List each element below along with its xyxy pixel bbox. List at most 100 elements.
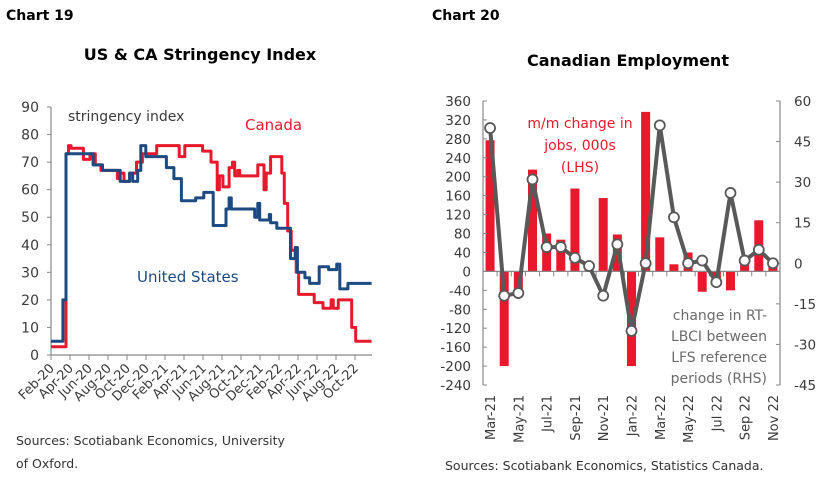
legend-canada: Canada [245, 116, 302, 134]
bar-Mar-21 [485, 140, 495, 272]
x-tick-label: Mar-22 [654, 395, 669, 440]
series-line-canada [51, 144, 372, 349]
chart-20: Chart 20 Canadian Employment 360 320 280 24… [432, 8, 816, 473]
x-tick-label: Nov 22 [767, 395, 782, 441]
left-y-tick-label: 320 [445, 113, 471, 129]
y-tick-label: 90 [21, 100, 39, 116]
y-tick-label: 70 [21, 155, 39, 171]
bar-label-line-1: m/m change in [527, 116, 632, 132]
y-tick-label: 20 [21, 293, 39, 309]
bar-series-label: m/m change in jobs, 000s (LHS) [527, 116, 632, 176]
y-tick-label: 40 [21, 238, 39, 254]
point-Nov-22 [767, 257, 779, 270]
point-Oct-21 [583, 260, 595, 272]
point-Aug-22 [724, 187, 737, 199]
bar-Apr-21 [499, 271, 509, 367]
line-series-label: change in RT- LBCI between LFS reference… [671, 308, 767, 387]
left-y-tick-label: 160 [445, 189, 471, 205]
point-Mar-21 [484, 122, 496, 134]
left-y-tick-label: -40 [449, 283, 471, 299]
bar-label-line-2: jobs, 000s [543, 138, 616, 154]
bar-Aug-21 [556, 239, 566, 272]
right-y-tick-label: 15 [794, 216, 811, 232]
left-y-tick-label: -240 [440, 378, 471, 394]
chart-20-line [484, 119, 779, 337]
y-tick-label: 60 [21, 183, 39, 199]
point-Mar-22 [653, 119, 666, 132]
point-Sep-21 [569, 251, 581, 264]
right-y-tick-label: 30 [794, 175, 811, 191]
point-Dec-21 [611, 238, 624, 251]
chart-19-plot [51, 144, 372, 349]
y-tick-label: 80 [21, 128, 39, 144]
left-y-tick-label: -160 [440, 340, 471, 356]
point-Apr-21 [498, 289, 511, 302]
point-Apr-22 [668, 211, 680, 224]
y-tick-label: 30 [21, 265, 39, 281]
left-y-tick-label: 360 [445, 94, 471, 110]
point-Jul-21 [540, 241, 553, 253]
y-tick-label: 0 [30, 348, 39, 364]
bar-label-line-3: (LHS) [561, 160, 599, 176]
line-label-line-2: LBCI between [671, 329, 767, 345]
point-Nov-21 [597, 289, 610, 302]
line-label-line-1: change in RT- [673, 308, 767, 324]
right-y-tick-label: 0 [794, 256, 803, 272]
y-tick-label: 10 [21, 320, 39, 336]
left-y-tick-label: 80 [454, 227, 471, 243]
bar-Apr-22 [669, 264, 679, 272]
right-y-tick-label: -45 [794, 378, 816, 394]
right-y-tick-label: 60 [794, 94, 811, 110]
series-line-united-states [51, 144, 372, 343]
point-Jan-22 [625, 325, 638, 337]
line-label-line-4: periods (RHS) [671, 371, 767, 387]
bar-Jun-22 [697, 271, 707, 292]
right-y-tick-label: -15 [794, 297, 816, 313]
chart-19-header: Chart 19 [6, 8, 74, 24]
left-y-tick-label: 0 [462, 264, 471, 280]
legend-united-states: United States [137, 268, 239, 286]
left-y-tick-label: 240 [445, 151, 471, 167]
chart-20-axes: 360 320 280 240 200 160 120 80 40 0 -40 -80 -120 -160… [440, 94, 816, 443]
point-Sep-22 [738, 254, 751, 267]
chart-19-source-line-2: of Oxford. [16, 456, 78, 471]
bar-Sep-21 [570, 188, 580, 272]
chart-19: Chart 19 US & CA Stringency Index 0 10 20 3… [6, 8, 372, 471]
y-tick-label: 50 [21, 210, 39, 226]
point-Feb-22 [639, 257, 652, 270]
x-tick-label: Jul-21 [541, 395, 556, 433]
point-Jun-22 [696, 254, 709, 267]
x-tick-label: Mar-21 [484, 395, 499, 440]
left-y-tick-label: -200 [440, 359, 471, 375]
x-tick-label: May-21 [512, 395, 527, 443]
point-May-22 [682, 257, 694, 270]
bar-Nov-21 [598, 198, 608, 272]
bar-Aug-22 [726, 271, 735, 291]
x-tick-label: Jan-22 [626, 395, 641, 437]
left-y-tick-label: 280 [445, 132, 471, 148]
x-tick-label: May-22 [682, 395, 697, 443]
bar-Feb-22 [641, 111, 651, 272]
x-tick-label: Sep 22 [739, 395, 754, 440]
bar-Mar-22 [655, 237, 665, 272]
line-label-line-3: LFS reference [671, 350, 767, 366]
left-y-tick-label: 120 [445, 208, 471, 224]
y-axis-label: stringency index [68, 109, 184, 125]
right-y-tick-label: -30 [794, 337, 816, 353]
point-Jun-21 [526, 173, 539, 186]
chart-19-title: US & CA Stringency Index [84, 45, 317, 64]
right-y-tick-label: 45 [794, 135, 811, 151]
x-tick-label: Sep-21 [569, 395, 584, 441]
left-y-tick-label: 40 [454, 245, 471, 261]
x-tick-label: Nov-21 [597, 395, 612, 441]
point-Jul-22 [710, 276, 723, 289]
left-y-tick-label: -120 [440, 321, 471, 337]
point-Oct-22 [752, 243, 765, 256]
chart-19-source-line-1: Sources: Scotiabank Economics, Universit… [16, 433, 285, 448]
chart-20-source: Sources: Scotiabank Economics, Statistic… [445, 458, 763, 473]
point-May-21 [512, 287, 525, 299]
chart-20-header: Chart 20 [432, 8, 500, 24]
left-y-tick-label: -80 [449, 302, 471, 318]
chart-20-title: Canadian Employment [527, 51, 729, 70]
